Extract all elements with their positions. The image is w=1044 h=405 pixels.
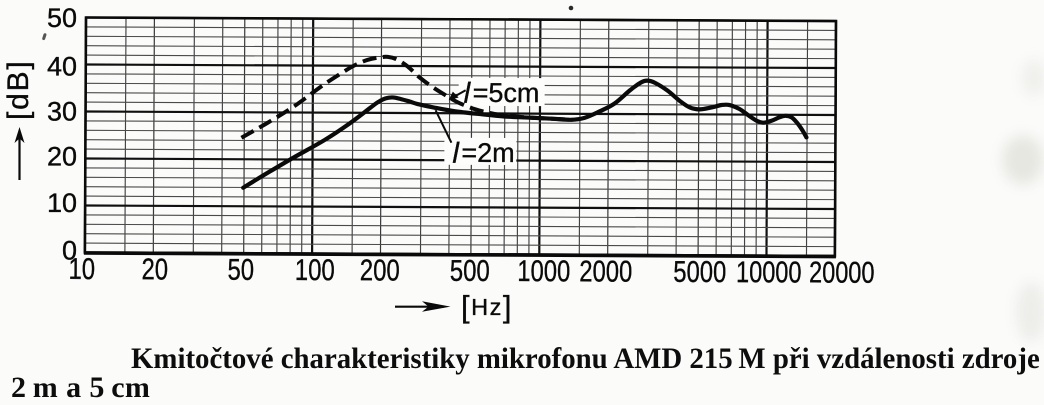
svg-text:=5cm: =5cm: [473, 78, 540, 108]
svg-text:[dB]: [dB]: [2, 59, 35, 120]
svg-text:2000: 2000: [579, 255, 632, 288]
svg-text:30: 30: [47, 97, 77, 127]
svg-text:10000: 10000: [736, 256, 802, 289]
svg-text:10: 10: [68, 253, 95, 286]
svg-text:5000: 5000: [673, 256, 726, 289]
svg-text:0: 0: [62, 236, 77, 266]
svg-text:l: l: [452, 138, 460, 170]
svg-text:50: 50: [227, 254, 254, 287]
svg-text:20: 20: [141, 253, 168, 286]
svg-text:50: 50: [47, 3, 77, 33]
svg-text:=2m: =2m: [461, 138, 514, 168]
svg-text:100: 100: [295, 254, 335, 287]
svg-text:200: 200: [360, 254, 400, 287]
svg-text:20000: 20000: [809, 256, 875, 289]
svg-text:1000: 1000: [517, 255, 570, 288]
svg-text:l: l: [464, 78, 472, 110]
svg-text:10: 10: [47, 188, 77, 218]
svg-text:500: 500: [450, 255, 490, 288]
svg-text:40: 40: [47, 52, 77, 82]
svg-text:[Hz]: [Hz]: [461, 289, 513, 324]
svg-text:20: 20: [47, 142, 77, 172]
